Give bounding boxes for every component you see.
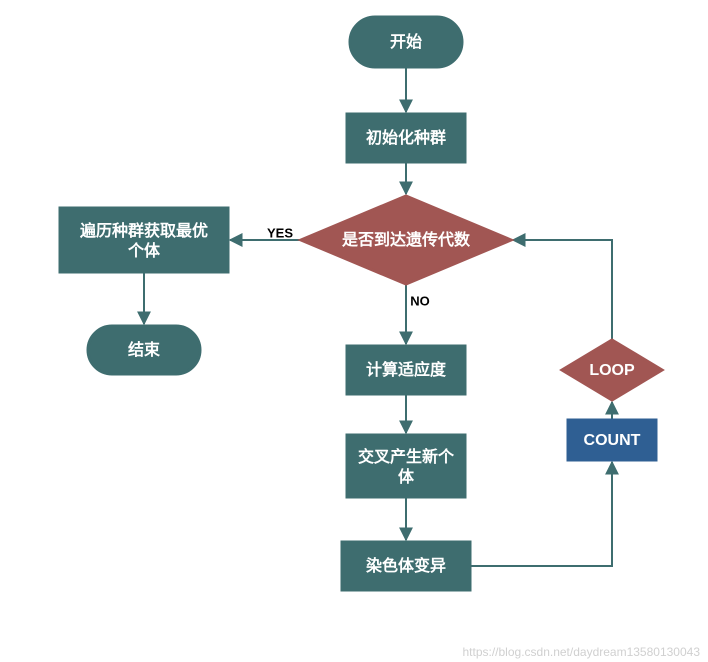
node-best-label2: 个体 [127, 241, 161, 260]
edge-label-yes: YES [267, 225, 293, 240]
node-end: 结束 [88, 326, 200, 374]
node-decide-label: 是否到达遗传代数 [341, 230, 471, 249]
node-best-label1: 遍历种群获取最优 [79, 221, 208, 240]
watermark-text: https://blog.csdn.net/daydream1358013004… [462, 645, 700, 659]
node-start-label: 开始 [390, 32, 422, 51]
nodes-group: 开始 初始化种群 是否到达遗传代数 计算适应度 交叉产生新个 体 染色体变异 [60, 17, 662, 590]
node-count: COUNT [568, 420, 656, 460]
node-crossover: 交叉产生新个 体 [347, 435, 465, 497]
node-crossover-label1: 交叉产生新个 [358, 447, 455, 466]
node-loop-label: LOOP [589, 362, 635, 379]
node-fitness-label: 计算适应度 [366, 360, 447, 379]
node-count-label: COUNT [584, 432, 641, 449]
node-end-label: 结束 [127, 340, 161, 359]
node-loop: LOOP [562, 340, 662, 400]
node-init-label: 初始化种群 [366, 128, 446, 147]
node-init: 初始化种群 [347, 114, 465, 162]
node-mutate: 染色体变异 [342, 542, 470, 590]
edge-loop-decide [513, 240, 612, 340]
node-crossover-label2: 体 [398, 467, 415, 486]
node-best: 遍历种群获取最优 个体 [60, 208, 228, 272]
node-start: 开始 [350, 17, 462, 67]
edge-mutate-count [470, 462, 612, 566]
node-decide: 是否到达遗传代数 [301, 196, 511, 284]
edge-label-no: NO [410, 293, 430, 308]
flowchart-canvas: YES NO 开始 初始化种群 是否到达遗传代数 [0, 0, 708, 662]
node-fitness: 计算适应度 [347, 346, 465, 394]
node-mutate-label: 染色体变异 [365, 556, 446, 575]
